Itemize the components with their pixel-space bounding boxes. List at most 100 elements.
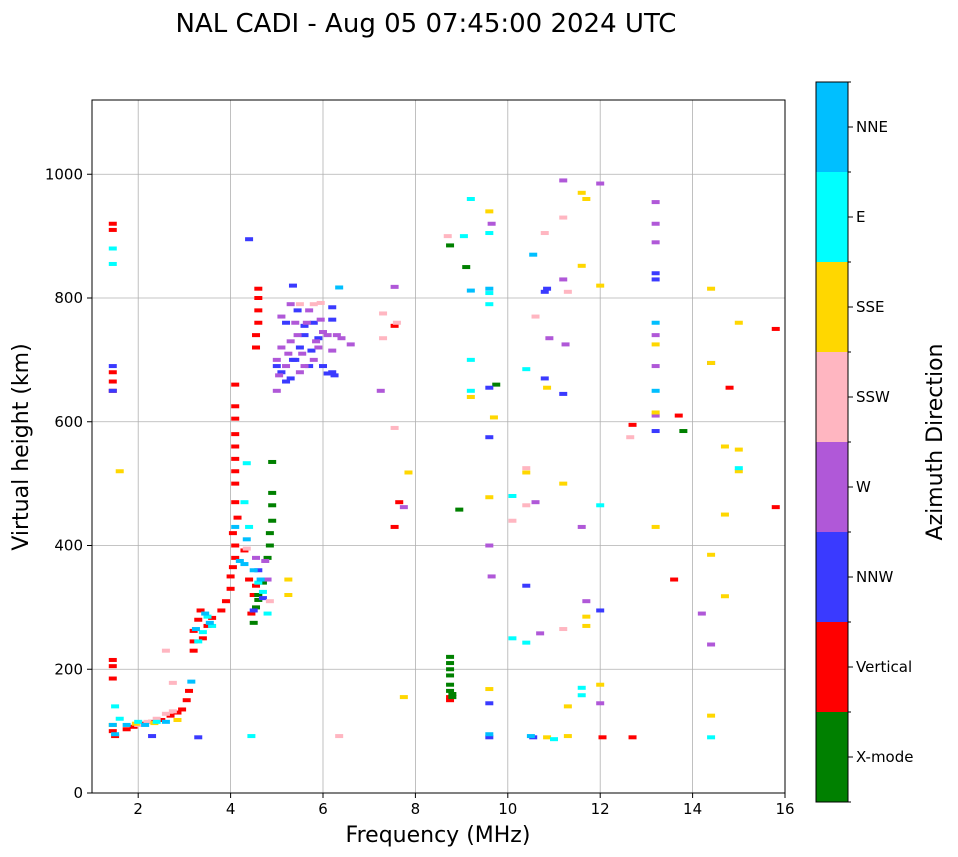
colorbar-segment bbox=[816, 622, 848, 712]
data-point bbox=[395, 500, 404, 505]
data-point bbox=[245, 524, 254, 529]
data-point bbox=[254, 568, 263, 573]
data-point bbox=[108, 729, 117, 734]
data-point bbox=[328, 317, 337, 322]
data-point bbox=[559, 178, 568, 183]
data-point bbox=[651, 388, 660, 393]
data-point bbox=[242, 461, 251, 466]
data-point bbox=[487, 221, 496, 226]
data-point bbox=[221, 599, 230, 604]
data-point bbox=[392, 320, 401, 325]
data-point bbox=[252, 333, 261, 338]
data-point bbox=[596, 682, 605, 687]
data-point bbox=[108, 227, 117, 232]
data-point bbox=[559, 627, 568, 632]
data-point bbox=[268, 490, 277, 495]
data-point bbox=[254, 296, 263, 300]
colorbar-tick-label: NNW bbox=[856, 568, 893, 586]
data-point bbox=[226, 574, 235, 579]
data-point bbox=[198, 636, 207, 641]
data-point bbox=[302, 320, 311, 325]
data-point bbox=[263, 577, 272, 582]
data-point bbox=[399, 505, 408, 510]
data-point bbox=[263, 611, 272, 616]
data-point bbox=[466, 197, 475, 201]
data-point bbox=[328, 348, 337, 353]
data-point bbox=[268, 503, 277, 508]
data-point bbox=[256, 577, 265, 582]
series-sse bbox=[108, 190, 743, 740]
y-tick-label: 1000 bbox=[45, 165, 83, 183]
data-point bbox=[208, 623, 217, 628]
data-point bbox=[379, 336, 388, 341]
data-point bbox=[108, 676, 117, 681]
data-point bbox=[626, 435, 635, 440]
data-point bbox=[189, 648, 198, 653]
data-point bbox=[466, 288, 475, 293]
data-point bbox=[508, 636, 517, 641]
data-point bbox=[651, 277, 660, 282]
colorbar-tick-label: NNE bbox=[856, 118, 888, 136]
data-point bbox=[330, 373, 339, 378]
data-point bbox=[522, 466, 531, 471]
colorbar-tick-label: W bbox=[856, 478, 871, 496]
data-point bbox=[316, 300, 325, 305]
data-point bbox=[108, 364, 117, 369]
data-point bbox=[651, 333, 660, 338]
data-point bbox=[522, 367, 531, 372]
data-point bbox=[231, 555, 240, 560]
data-point bbox=[651, 524, 660, 529]
data-point bbox=[282, 364, 291, 369]
data-point bbox=[390, 284, 399, 289]
data-point bbox=[231, 524, 240, 529]
data-point bbox=[291, 320, 300, 325]
data-point bbox=[707, 642, 716, 647]
data-point bbox=[111, 704, 120, 709]
data-point bbox=[771, 505, 780, 510]
data-point bbox=[288, 283, 297, 288]
data-point bbox=[485, 495, 494, 500]
data-point bbox=[531, 500, 540, 505]
data-point bbox=[152, 716, 161, 721]
data-point bbox=[263, 555, 272, 560]
data-point bbox=[233, 515, 242, 520]
data-point bbox=[596, 701, 605, 706]
series-vertical bbox=[108, 221, 780, 740]
y-tick-label: 600 bbox=[54, 413, 83, 431]
colorbar-tick-label: SSE bbox=[856, 298, 885, 316]
data-point bbox=[228, 531, 237, 536]
data-point bbox=[161, 648, 170, 653]
data-point bbox=[203, 614, 212, 619]
data-point bbox=[231, 543, 240, 548]
data-point bbox=[466, 388, 475, 393]
data-point bbox=[596, 283, 605, 288]
data-point bbox=[462, 265, 471, 270]
series-ssw bbox=[134, 215, 635, 739]
data-point bbox=[226, 586, 235, 591]
data-point bbox=[725, 385, 734, 390]
data-point bbox=[316, 317, 325, 322]
data-point bbox=[295, 345, 304, 350]
data-point bbox=[328, 370, 337, 375]
data-point bbox=[522, 470, 531, 475]
data-point bbox=[284, 577, 293, 582]
data-point bbox=[459, 234, 468, 239]
data-point bbox=[536, 631, 545, 636]
data-point bbox=[466, 395, 475, 399]
data-point bbox=[651, 410, 660, 415]
y-axis: 0 200 400 600 800 1000 bbox=[45, 165, 92, 802]
data-point bbox=[173, 717, 182, 722]
x-tick-label: 4 bbox=[226, 800, 236, 818]
data-point bbox=[231, 444, 240, 449]
data-point bbox=[577, 524, 586, 529]
y-tick-label: 200 bbox=[54, 660, 83, 678]
data-point bbox=[485, 435, 494, 440]
data-point bbox=[446, 654, 455, 659]
data-point bbox=[540, 289, 549, 294]
data-point bbox=[108, 261, 117, 266]
data-point bbox=[254, 593, 263, 597]
data-point bbox=[379, 311, 388, 316]
series-e bbox=[108, 197, 743, 742]
data-point bbox=[707, 360, 716, 365]
data-point bbox=[508, 494, 517, 498]
